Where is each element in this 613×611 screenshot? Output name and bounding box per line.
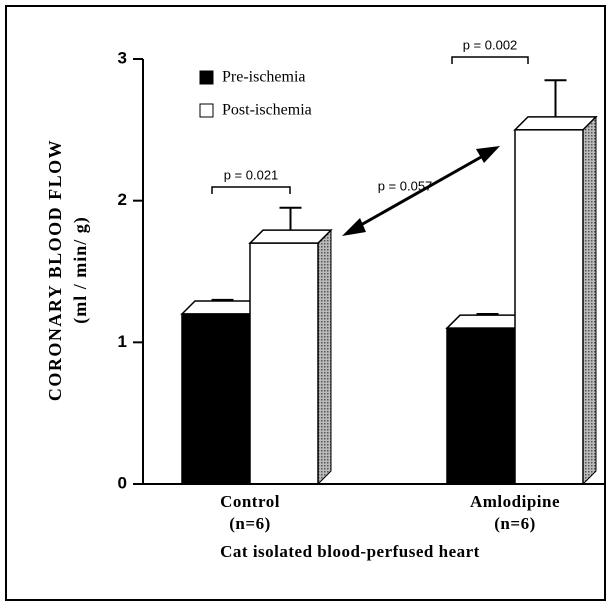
legend-swatch (199, 70, 214, 85)
bar-side (582, 115, 597, 486)
annotation: p = 0.021 (224, 167, 279, 182)
bar-side (317, 228, 332, 486)
significance-bracket (211, 186, 291, 194)
arrowhead (342, 218, 366, 236)
y-tick-label: 3 (118, 48, 127, 67)
annotation: p = 0.057 (378, 178, 433, 193)
legend-swatch (199, 103, 214, 118)
comparison-arrow (351, 150, 491, 232)
bar (181, 313, 251, 485)
annotation: p = 0.002 (463, 37, 518, 52)
x-tick-label: Amlodipine (470, 492, 560, 511)
bar (514, 129, 584, 485)
legend-label: Pre-ischemia (222, 69, 306, 86)
x-axis-label: Cat isolated blood-perfused heart (220, 542, 480, 561)
bar-top (513, 116, 598, 131)
bar-top (248, 229, 333, 244)
significance-bracket (451, 56, 529, 64)
y-axis-label: CORONARY BLOOD FLOW (45, 139, 65, 401)
y-tick-label: 2 (118, 190, 127, 209)
bar (446, 327, 516, 485)
x-tick-note: (n=6) (494, 514, 535, 533)
arrowhead (476, 146, 500, 163)
y-tick-label: 0 (118, 473, 127, 492)
bar (249, 242, 319, 485)
legend-label: Post-ischemia (222, 102, 312, 119)
y-tick-label: 1 (118, 332, 127, 351)
y-axis-units: (ml / min/ g) (70, 216, 91, 324)
frame (5, 5, 606, 601)
x-tick-label: Control (220, 492, 280, 511)
x-tick-note: (n=6) (229, 514, 270, 533)
